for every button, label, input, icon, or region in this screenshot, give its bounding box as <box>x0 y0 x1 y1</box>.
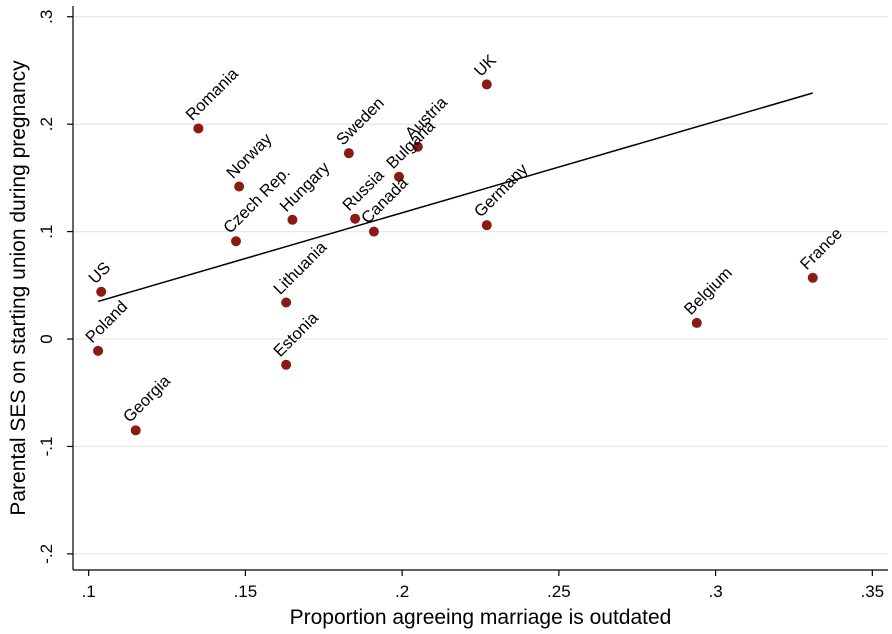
point-label: Romania <box>182 64 242 124</box>
point-label: Lithuania <box>270 238 331 299</box>
point-label: US <box>85 259 114 288</box>
y-axis-title: Parental SES on starting union during pr… <box>7 60 30 516</box>
y-tick-label: .2 <box>37 117 56 131</box>
data-point <box>394 171 404 182</box>
data-point <box>807 272 818 283</box>
x-tick-label: .25 <box>547 582 571 601</box>
x-axis-title: Proportion agreeing marriage is outdated <box>290 606 672 629</box>
point-label: UK <box>471 51 500 80</box>
data-point <box>481 220 492 231</box>
data-point <box>96 286 107 297</box>
data-point <box>281 359 292 370</box>
fit-line <box>97 92 813 303</box>
data-point <box>350 213 361 224</box>
data-point <box>231 236 241 247</box>
data-point <box>287 214 298 225</box>
y-tick-label: -.1 <box>37 437 56 457</box>
point-label: Georgia <box>120 371 175 426</box>
data-points <box>93 79 818 436</box>
data-point <box>481 79 492 90</box>
data-point <box>691 317 702 328</box>
data-point <box>130 425 141 436</box>
data-point <box>412 141 423 152</box>
point-label: Norway <box>223 130 276 183</box>
x-tick-label: .1 <box>82 582 96 601</box>
fit-line-group <box>97 92 813 303</box>
x-tick-label: .2 <box>395 582 409 601</box>
data-point <box>93 345 104 356</box>
axes: -.2 -.1 0 .1 .2 .3 .1 .15 .2 .25 .3 .35 <box>37 6 888 601</box>
data-point <box>193 123 204 134</box>
data-point <box>281 297 292 308</box>
point-label: Estonia <box>270 308 322 360</box>
y-tick-label: -.2 <box>37 544 56 564</box>
point-label: Belgium <box>681 264 736 319</box>
data-point <box>234 181 245 192</box>
gridlines <box>73 16 888 555</box>
y-tick-label: .1 <box>37 225 56 239</box>
data-point <box>368 226 379 237</box>
point-label: Sweden <box>333 94 388 149</box>
x-tick-label: .35 <box>861 582 885 601</box>
data-point <box>343 148 354 159</box>
y-tick-label: 0 <box>37 334 56 343</box>
y-tick-label: .3 <box>37 10 56 24</box>
point-label: Hungary <box>277 158 334 215</box>
x-tick-label: .15 <box>234 582 258 601</box>
x-tick-label: .3 <box>709 582 723 601</box>
